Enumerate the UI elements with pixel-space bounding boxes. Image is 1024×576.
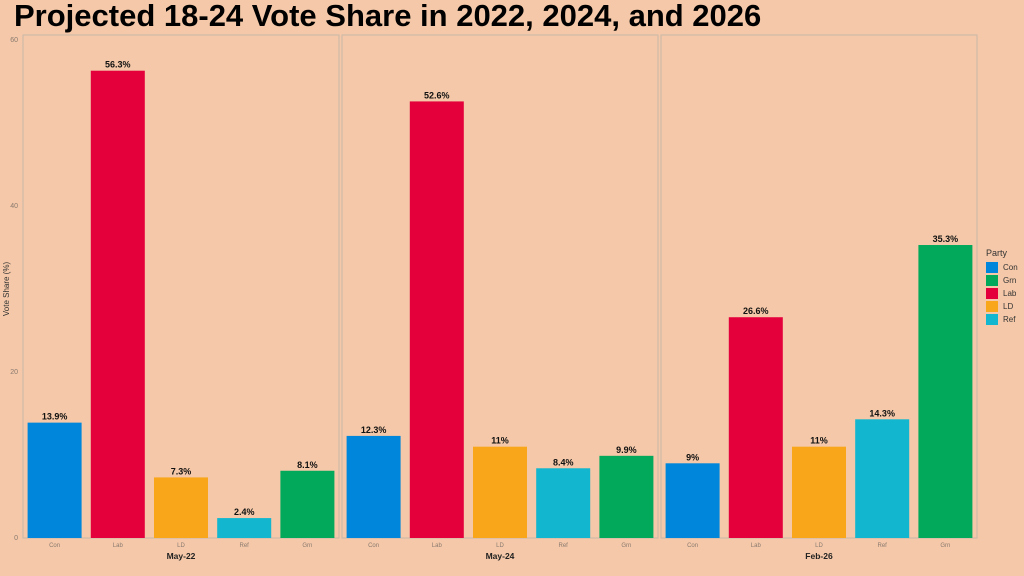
legend-label: Grn <box>1003 276 1017 285</box>
bar-ref <box>217 518 272 538</box>
legend-swatch <box>986 301 998 312</box>
facet-label: May-22 <box>167 551 196 561</box>
x-tick-label: Con <box>368 543 379 549</box>
x-tick-label: Grn <box>940 543 950 549</box>
legend-item: Lab <box>986 287 1018 300</box>
data-label: 12.3% <box>361 425 387 435</box>
y-tick-label: 0 <box>14 535 18 542</box>
y-tick-label: 20 <box>10 369 18 376</box>
data-label: 2.4% <box>234 507 255 517</box>
bar-ld <box>154 477 208 538</box>
x-tick-label: Lab <box>432 543 443 549</box>
x-tick-label: Ref <box>240 543 250 549</box>
bar-lab <box>90 70 145 539</box>
bar-grn <box>280 470 335 538</box>
legend-title: Party <box>986 248 1008 258</box>
data-label: 11% <box>810 436 828 446</box>
bar-con <box>665 463 720 538</box>
y-tick-label: 60 <box>10 37 18 44</box>
x-tick-label: Lab <box>751 543 762 549</box>
bar-grn <box>599 455 654 538</box>
x-tick-label: Con <box>49 543 60 549</box>
data-label: 7.3% <box>171 466 192 476</box>
bar-ld <box>473 446 527 538</box>
bar-con <box>346 435 401 538</box>
x-tick-label: LD <box>815 543 823 549</box>
legend-label: Ref <box>1003 315 1016 324</box>
facet-label: May-24 <box>486 551 515 561</box>
chart-title: Projected 18-24 Vote Share in 2022, 2024… <box>14 0 762 33</box>
data-label: 35.3% <box>933 234 959 244</box>
data-label: 14.3% <box>869 408 895 418</box>
bar-con <box>27 422 82 538</box>
data-label: 11% <box>491 436 509 446</box>
data-label: 9% <box>686 452 699 462</box>
bar-lab <box>728 317 783 538</box>
x-tick-label: LD <box>177 543 185 549</box>
bar-ld <box>792 446 846 538</box>
x-tick-label: LD <box>496 543 504 549</box>
legend-label: LD <box>1003 302 1014 311</box>
legend-swatch <box>986 314 998 325</box>
x-tick-label: Grn <box>302 543 312 549</box>
x-tick-label: Grn <box>621 543 631 549</box>
legend: Party Con Grn Lab LD Ref <box>986 248 1018 326</box>
data-label: 8.1% <box>297 460 318 470</box>
x-tick-label: Ref <box>878 543 888 549</box>
data-label: 52.6% <box>424 90 450 100</box>
bar-ref <box>536 468 591 538</box>
bar-ref <box>855 419 910 538</box>
legend-item: Ref <box>986 313 1018 326</box>
data-label: 26.6% <box>743 306 769 316</box>
data-label: 13.9% <box>42 412 68 422</box>
legend-label: Lab <box>1003 289 1017 298</box>
legend-item: Grn <box>986 274 1018 287</box>
legend-swatch <box>986 275 998 286</box>
y-tick-label: 40 <box>10 203 18 210</box>
legend-swatch <box>986 288 998 299</box>
data-label: 56.3% <box>105 60 131 70</box>
bar-grn <box>918 245 973 538</box>
legend-item: Con <box>986 261 1018 274</box>
facet-label: Feb-26 <box>805 551 833 561</box>
x-tick-label: Ref <box>559 543 569 549</box>
x-tick-label: Con <box>687 543 698 549</box>
legend-item: LD <box>986 300 1018 313</box>
data-label: 9.9% <box>616 445 637 455</box>
y-axis-label: Vote Share (%) <box>2 262 11 317</box>
bar-lab <box>409 101 464 539</box>
data-label: 8.4% <box>553 457 574 467</box>
x-tick-label: Lab <box>113 543 124 549</box>
legend-label: Con <box>1003 263 1018 272</box>
legend-swatch <box>986 262 998 273</box>
